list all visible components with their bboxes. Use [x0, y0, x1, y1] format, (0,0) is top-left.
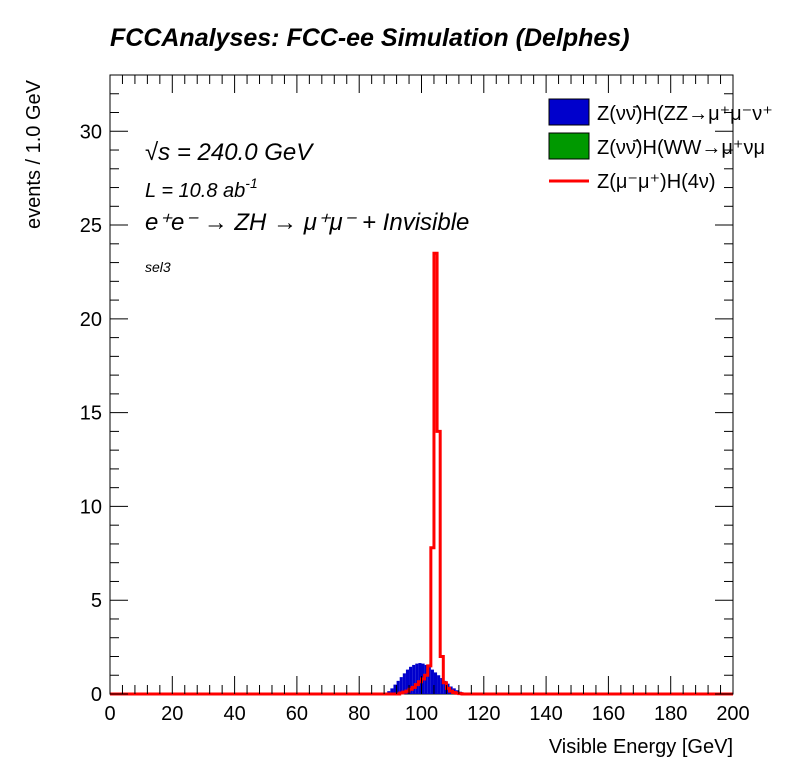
histogram-bar	[390, 688, 394, 694]
histogram-lines	[110, 251, 733, 696]
x-tick-label: 80	[348, 703, 370, 725]
plot-frame	[109, 74, 734, 695]
sqrt-s-label: √s = 240.0 GeV	[145, 139, 314, 166]
histogram-bar	[405, 669, 410, 694]
tick-labels: 0 20 40 60 80 100 120 140 160 180 200 0 5 10 15 20 25 30	[80, 121, 750, 725]
signal-step-line	[110, 251, 733, 696]
process-label: e⁺e⁻ → ZH → μ⁺μ⁻ + Invisible	[145, 209, 469, 236]
legend-label: Z(νν̄)H(ZZ→μ⁺μ⁻ν⁺	[597, 103, 773, 125]
lumi-prefix: L = 10.8 ab	[145, 180, 245, 202]
lumi-exponent: -1	[245, 175, 257, 191]
annotations: √s = 240.0 GeV L = 10.8 ab-1 e⁺e⁻ → ZH →…	[145, 139, 469, 275]
legend-label: Z(μ⁻μ⁺)H(4ν)	[597, 171, 716, 193]
y-tick-label: 25	[80, 215, 102, 237]
x-tick-label: 140	[529, 703, 562, 725]
plot-border	[109, 74, 734, 695]
axis-ticks	[109, 74, 734, 695]
histogram-bar	[396, 680, 400, 694]
legend-swatch	[548, 132, 590, 160]
histogram-bar	[433, 672, 438, 694]
x-axis-title: Visible Energy [GeV]	[549, 736, 733, 758]
histogram-bar	[399, 677, 403, 694]
x-tick-label: 200	[716, 703, 749, 725]
y-axis-title: events / 1.0 GeV	[23, 79, 45, 229]
histogram-bar	[409, 666, 413, 694]
histogram-bar	[393, 684, 397, 694]
y-tick-label: 30	[80, 121, 102, 143]
chart-title: FCCAnalyses: FCC-ee Simulation (Delphes)	[110, 24, 630, 52]
x-tick-label: 0	[104, 703, 115, 725]
histogram-bar	[440, 678, 444, 694]
legend-label: Z(νν̄)H(WW→μ⁺νμ	[597, 137, 765, 159]
lumi-label: L = 10.8 ab-1	[145, 175, 258, 202]
histogram-bar	[415, 663, 419, 694]
y-tick-label: 20	[80, 309, 102, 331]
legend: Z(νν̄)H(ZZ→μ⁺μ⁻ν⁺ Z(νν̄)H(WW→μ⁺νμ Z(μ⁻μ⁺)H…	[548, 98, 773, 193]
y-tick-label: 5	[91, 590, 102, 612]
histogram-bar	[424, 664, 428, 694]
y-tick-label: 0	[91, 684, 102, 706]
legend-swatch	[548, 98, 590, 126]
histogram-bar	[443, 680, 447, 694]
x-tick-label: 120	[467, 703, 500, 725]
x-tick-label: 20	[161, 703, 183, 725]
histogram-bar	[437, 675, 441, 694]
histogram-bar	[402, 673, 406, 694]
selection-label: sel3	[145, 259, 171, 275]
x-tick-label: 160	[592, 703, 625, 725]
x-tick-label: 100	[405, 703, 438, 725]
histogram-bar	[430, 669, 434, 694]
histogram-bar	[418, 663, 422, 694]
x-tick-label: 60	[286, 703, 308, 725]
histogram-bar	[412, 664, 416, 694]
y-tick-label: 10	[80, 496, 102, 518]
x-tick-label: 40	[223, 703, 245, 725]
y-tick-label: 15	[80, 403, 102, 425]
histogram-bar	[427, 666, 431, 694]
x-tick-label: 180	[654, 703, 687, 725]
